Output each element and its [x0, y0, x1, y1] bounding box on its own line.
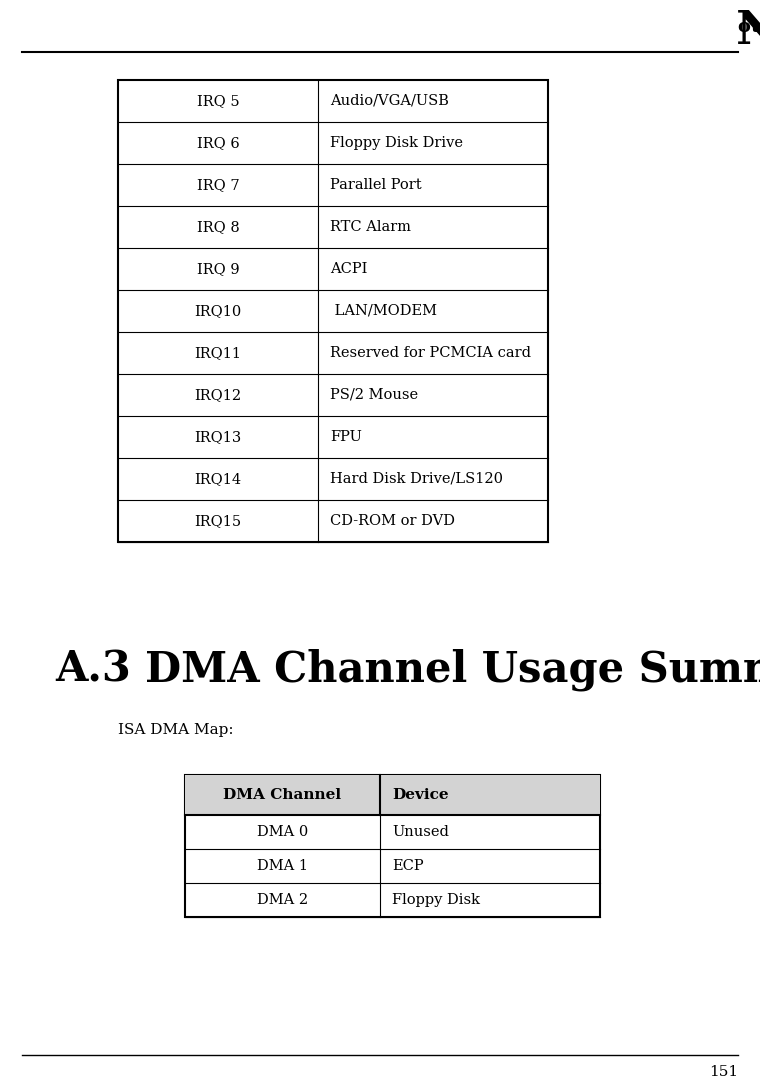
Text: DMA 0: DMA 0: [257, 825, 308, 839]
Text: PS/2 Mouse: PS/2 Mouse: [330, 388, 418, 402]
Text: DMA 2: DMA 2: [257, 893, 308, 907]
Text: IRQ 5: IRQ 5: [197, 94, 239, 108]
Text: RTC Alarm: RTC Alarm: [330, 220, 411, 234]
Text: IRQ12: IRQ12: [195, 388, 242, 402]
Text: Unused: Unused: [392, 825, 449, 839]
Text: Reserved for PCMCIA card: Reserved for PCMCIA card: [330, 346, 531, 360]
Text: IRQ13: IRQ13: [195, 431, 242, 443]
Text: Hard Disk Drive/LS120: Hard Disk Drive/LS120: [330, 472, 503, 486]
Text: Floppy Disk Drive: Floppy Disk Drive: [330, 136, 463, 150]
Text: IRQ15: IRQ15: [195, 514, 242, 528]
Text: DMA 1: DMA 1: [257, 859, 308, 873]
Text: IRQ 7: IRQ 7: [197, 178, 239, 192]
Text: Audio/VGA/USB: Audio/VGA/USB: [330, 94, 449, 108]
Text: ECP: ECP: [392, 859, 423, 873]
Bar: [185, 775, 600, 917]
Text: IRQ10: IRQ10: [195, 304, 242, 318]
Text: DMA Channel Usage Summary: DMA Channel Usage Summary: [145, 648, 760, 692]
Text: Device: Device: [392, 788, 448, 802]
Text: 151: 151: [709, 1065, 738, 1079]
Text: IRQ11: IRQ11: [195, 346, 242, 360]
Bar: [118, 80, 548, 542]
Text: ACPI: ACPI: [330, 262, 367, 276]
Text: N: N: [736, 8, 760, 54]
Text: Floppy Disk: Floppy Disk: [392, 893, 480, 907]
Text: otebook User Guide: otebook User Guide: [738, 18, 760, 36]
Text: IRQ 8: IRQ 8: [197, 220, 239, 234]
Text: DMA Channel: DMA Channel: [223, 788, 341, 802]
Text: IRQ14: IRQ14: [195, 472, 242, 486]
Text: LAN/MODEM: LAN/MODEM: [330, 304, 437, 318]
Bar: [185, 775, 600, 815]
Text: A.3: A.3: [55, 648, 131, 691]
Text: CD-ROM or DVD: CD-ROM or DVD: [330, 514, 455, 528]
Text: IRQ 6: IRQ 6: [197, 136, 239, 150]
Text: IRQ 9: IRQ 9: [197, 262, 239, 276]
Text: Parallel Port: Parallel Port: [330, 178, 422, 192]
Text: ISA DMA Map:: ISA DMA Map:: [118, 723, 233, 737]
Text: FPU: FPU: [330, 431, 362, 443]
